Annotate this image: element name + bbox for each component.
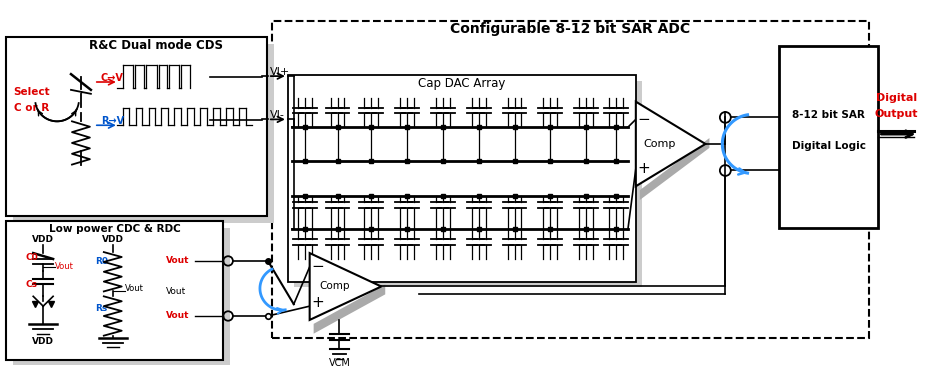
- Polygon shape: [310, 253, 381, 320]
- Text: Cap DAC Array: Cap DAC Array: [418, 77, 505, 91]
- Text: VDD: VDD: [32, 337, 55, 346]
- Text: Digital Logic: Digital Logic: [792, 141, 866, 151]
- Text: R&C Dual mode CDS: R&C Dual mode CDS: [89, 39, 223, 52]
- Text: Vout: Vout: [56, 262, 74, 271]
- Text: Digital: Digital: [876, 93, 917, 103]
- Bar: [294, 81, 642, 287]
- Text: VDD: VDD: [102, 235, 124, 244]
- Text: Vout: Vout: [166, 312, 189, 320]
- Text: VI-: VI-: [270, 110, 285, 120]
- Polygon shape: [314, 285, 385, 334]
- Text: +: +: [312, 295, 325, 310]
- Text: C→V: C→V: [101, 73, 124, 83]
- Text: −: −: [312, 259, 325, 274]
- Text: Vout: Vout: [125, 284, 143, 293]
- Text: VI+: VI+: [270, 67, 290, 77]
- Bar: [13, 228, 230, 367]
- Text: Low power CDC & RDC: Low power CDC & RDC: [49, 225, 180, 235]
- Text: Select: Select: [13, 87, 50, 97]
- Text: +: +: [638, 161, 650, 176]
- Text: Output: Output: [875, 110, 919, 120]
- Text: C or R: C or R: [14, 102, 49, 112]
- Bar: [6, 37, 267, 216]
- Bar: [272, 21, 869, 337]
- Text: C0: C0: [25, 252, 38, 262]
- Text: Configurable 8-12 bit SAR ADC: Configurable 8-12 bit SAR ADC: [450, 22, 690, 36]
- Text: Rs: Rs: [95, 304, 107, 313]
- Text: Cs: Cs: [25, 280, 37, 289]
- Bar: [288, 75, 635, 282]
- Bar: [6, 221, 223, 360]
- Text: Vout: Vout: [166, 287, 186, 296]
- Bar: [13, 44, 274, 223]
- Text: VCM: VCM: [328, 358, 351, 368]
- Text: VDD: VDD: [32, 235, 55, 244]
- Text: R→V: R→V: [101, 116, 124, 126]
- Bar: [779, 46, 879, 228]
- Polygon shape: [635, 102, 706, 186]
- Text: 8-12 bit SAR: 8-12 bit SAR: [793, 110, 865, 120]
- Text: −: −: [638, 112, 650, 127]
- Polygon shape: [640, 138, 709, 200]
- Text: Comp: Comp: [644, 139, 676, 149]
- Text: Vout: Vout: [166, 256, 189, 265]
- Text: R0: R0: [95, 258, 108, 266]
- Text: Comp: Comp: [319, 282, 350, 292]
